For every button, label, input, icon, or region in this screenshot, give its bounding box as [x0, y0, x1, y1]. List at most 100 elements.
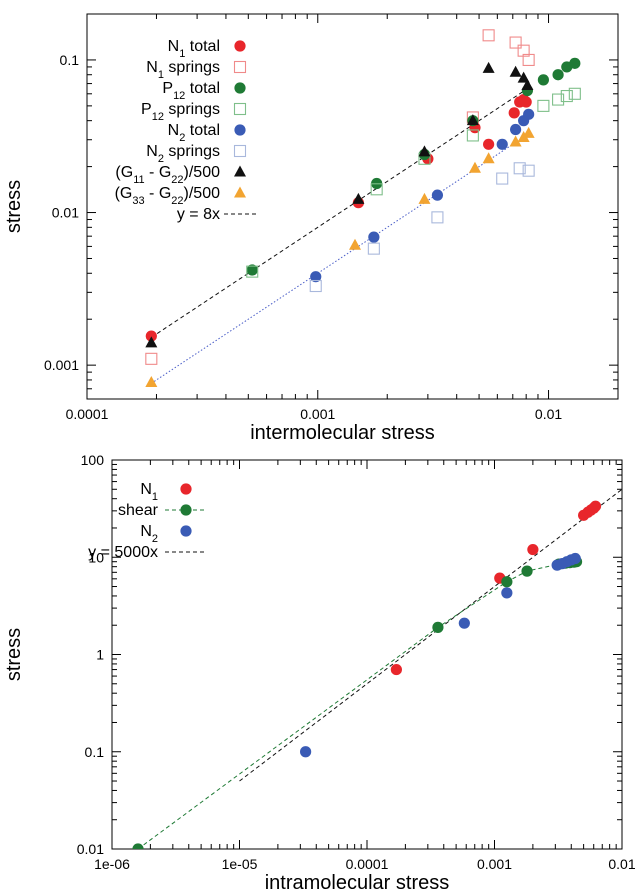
data-point: [569, 57, 581, 69]
series-6: [145, 61, 534, 348]
y-tick-label: 0.1: [60, 52, 80, 68]
legend-label-part: P: [141, 101, 152, 118]
data-point: [523, 108, 535, 120]
data-point: [496, 138, 508, 150]
legend-label-part: 11: [133, 174, 144, 186]
data-point: [520, 96, 532, 108]
data-point: [509, 36, 522, 49]
y-tick-label: 0.01: [52, 205, 79, 221]
data-point: [145, 336, 158, 348]
legend-label-part: P: [162, 80, 173, 97]
legend-marker: [180, 525, 192, 537]
series-0: [390, 500, 602, 676]
data-point: [501, 576, 513, 588]
y-tick-label: 0.01: [77, 841, 104, 857]
y-tick-label: 0.1: [85, 744, 105, 760]
data-point: [431, 211, 444, 224]
legend-label: N2 total: [168, 122, 220, 144]
data-point: [458, 617, 470, 629]
legend-label: N1 springs: [146, 59, 220, 81]
data-point: [513, 162, 526, 175]
x-tick-label: 0.0001: [346, 856, 389, 872]
legend-label-part: 12: [152, 111, 164, 123]
data-point: [560, 89, 573, 103]
legend-label: y = 8x: [177, 206, 220, 223]
x-tick-label: 1e-05: [222, 856, 258, 872]
data-point: [418, 145, 431, 157]
legend-marker: [233, 60, 247, 74]
data-point: [466, 129, 479, 142]
data-point: [370, 183, 383, 196]
data-point: [509, 65, 522, 77]
legend-label-part: - G: [145, 164, 172, 181]
series-3: [246, 87, 581, 278]
series-2: [300, 552, 581, 758]
legend-label: P12 springs: [141, 101, 220, 123]
data-point: [132, 843, 144, 849]
data-point: [522, 126, 535, 138]
data-point: [367, 242, 380, 255]
legend-label: (G33 - G22)/500: [115, 185, 221, 207]
data-point: [522, 164, 535, 177]
data-point: [432, 621, 444, 633]
data-point: [501, 587, 513, 599]
legend-label-part: 2: [179, 132, 185, 144]
y-tick-label: 0.001: [44, 357, 79, 373]
y-axis-label: stress: [3, 628, 25, 681]
legend-label: y = 5000x: [88, 544, 158, 561]
data-point: [482, 61, 495, 73]
data-point: [569, 552, 581, 565]
y-tick-label: 1: [96, 647, 104, 663]
series-2: [246, 57, 581, 276]
data-point: [589, 500, 602, 512]
legend-label-part: springs: [164, 101, 220, 118]
legend-label: shear: [118, 502, 159, 519]
legend-label: P12 total: [162, 80, 220, 102]
legend-label-part: 22: [171, 195, 183, 207]
data-point: [310, 271, 322, 283]
legend-label: N2 springs: [146, 143, 220, 165]
legend-label: N1: [140, 481, 158, 503]
legend-label-part: 33: [132, 195, 144, 207]
x-axis-label: intramolecular stress: [265, 872, 450, 889]
plot-frame: [86, 13, 619, 400]
legend-label-part: total: [185, 122, 220, 139]
data-point: [352, 192, 365, 204]
legend-label-part: shear: [118, 502, 159, 519]
data-point: [309, 279, 322, 293]
data-point: [510, 123, 522, 136]
legend-label-part: 2: [152, 533, 158, 545]
x-tick-label: 0.001: [477, 856, 512, 872]
plot-area: [145, 29, 581, 387]
data-point: [145, 330, 157, 342]
legend-label-part: 1: [158, 69, 164, 81]
data-point: [368, 231, 380, 243]
legend-label-part: 12: [173, 90, 185, 102]
x-tick-label: 1e-06: [94, 856, 130, 872]
legend-label: N1 total: [168, 38, 220, 60]
ticks: [111, 459, 623, 850]
data-point: [521, 565, 533, 577]
data-point: [537, 99, 550, 112]
data-point: [496, 172, 509, 185]
data-point: [508, 107, 520, 119]
data-point: [509, 135, 522, 147]
legend-label-part: N: [140, 481, 152, 498]
chart-2: 1e-06 1e-05 0.0001 0.001 0.01 0.01 0.1 1 10 100 in…: [3, 452, 636, 889]
legend-label-part: - G: [145, 185, 172, 202]
legend-label-part: 2: [158, 153, 164, 165]
fit-line: [151, 87, 529, 338]
legend-label-part: N: [168, 38, 180, 55]
chart-1: 0.0001 0.001 0.01 0.001 0.01 0.1 intermolecula…: [3, 13, 619, 444]
legend-marker: [234, 124, 246, 136]
legend-label-part: N: [140, 523, 152, 540]
data-point: [300, 746, 312, 758]
data-point: [517, 71, 530, 83]
data-point: [466, 114, 479, 126]
x-tick-label: 0.001: [300, 406, 335, 422]
legend-label-part: total: [185, 80, 220, 97]
data-point: [349, 238, 362, 250]
data-point: [482, 29, 495, 42]
legend-label-part: 22: [171, 174, 183, 186]
